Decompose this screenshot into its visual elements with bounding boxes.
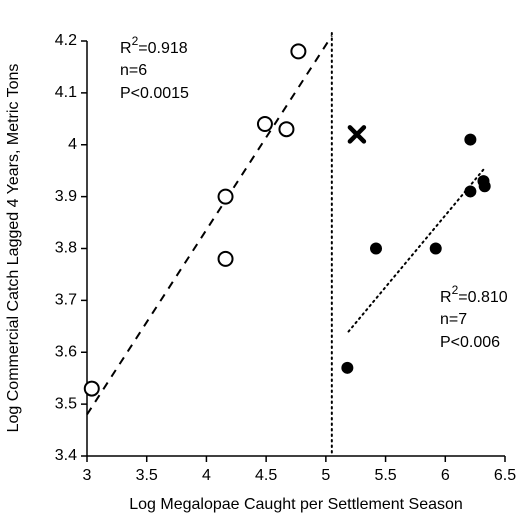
- filled-point: [478, 180, 491, 193]
- r2-rest: =0.918: [138, 40, 187, 57]
- y-tick-label: 3.5: [55, 395, 77, 412]
- y-tick-label: 3.6: [55, 343, 77, 360]
- open-point: [290, 43, 307, 60]
- x-axis-label: Log Megalopae Caught per Settlement Seas…: [129, 496, 463, 513]
- x-tick-label: 6.5: [494, 467, 516, 484]
- x-tick-label: 6: [441, 467, 450, 484]
- annotation-r2: R2=0.810: [440, 283, 508, 306]
- r2-base: R: [120, 40, 132, 57]
- open-point: [217, 250, 234, 267]
- open-point: [83, 380, 100, 397]
- y-tick-label: 3.9: [55, 188, 77, 205]
- annotation-p: P<0.0015: [120, 85, 189, 102]
- x-tick-label: 3.5: [136, 467, 158, 484]
- y-tick-label: 3.8: [55, 240, 77, 257]
- y-tick-label: 4.1: [55, 84, 77, 101]
- x-tick-label: 4.5: [255, 467, 277, 484]
- y-tick-label: 3.7: [55, 292, 77, 309]
- open-point: [256, 116, 273, 132]
- open-point: [217, 188, 234, 205]
- filled-point: [341, 361, 354, 374]
- fit-line: [347, 167, 486, 333]
- filled-point: [464, 133, 477, 146]
- r2-base: R: [440, 289, 452, 306]
- y-tick-label: 4.2: [55, 32, 77, 49]
- cross-point: [347, 125, 367, 144]
- open-point: [278, 121, 295, 138]
- filled-point: [464, 185, 477, 198]
- x-tick-label: 5: [321, 467, 330, 484]
- r2-sup: 2: [452, 283, 459, 297]
- annotation-n: n=7: [440, 311, 467, 328]
- annotation-n: n=6: [120, 62, 147, 79]
- x-tick-label: 4: [202, 467, 211, 484]
- y-axis-label: Log Commercial Catch Lagged 4 Years, Met…: [5, 64, 22, 433]
- y-tick-label: 3.4: [55, 447, 77, 464]
- x-tick-label: 3: [83, 467, 92, 484]
- r2-sup: 2: [132, 34, 139, 48]
- filled-point: [370, 242, 383, 255]
- y-tick-label: 4: [68, 136, 77, 153]
- x-tick-label: 5.5: [374, 467, 396, 484]
- r2-rest: =0.810: [458, 289, 507, 306]
- annotation-p: P<0.006: [440, 334, 500, 351]
- fit-line: [86, 35, 333, 416]
- filled-point: [429, 242, 442, 255]
- annotation-r2: R2=0.918: [120, 34, 188, 57]
